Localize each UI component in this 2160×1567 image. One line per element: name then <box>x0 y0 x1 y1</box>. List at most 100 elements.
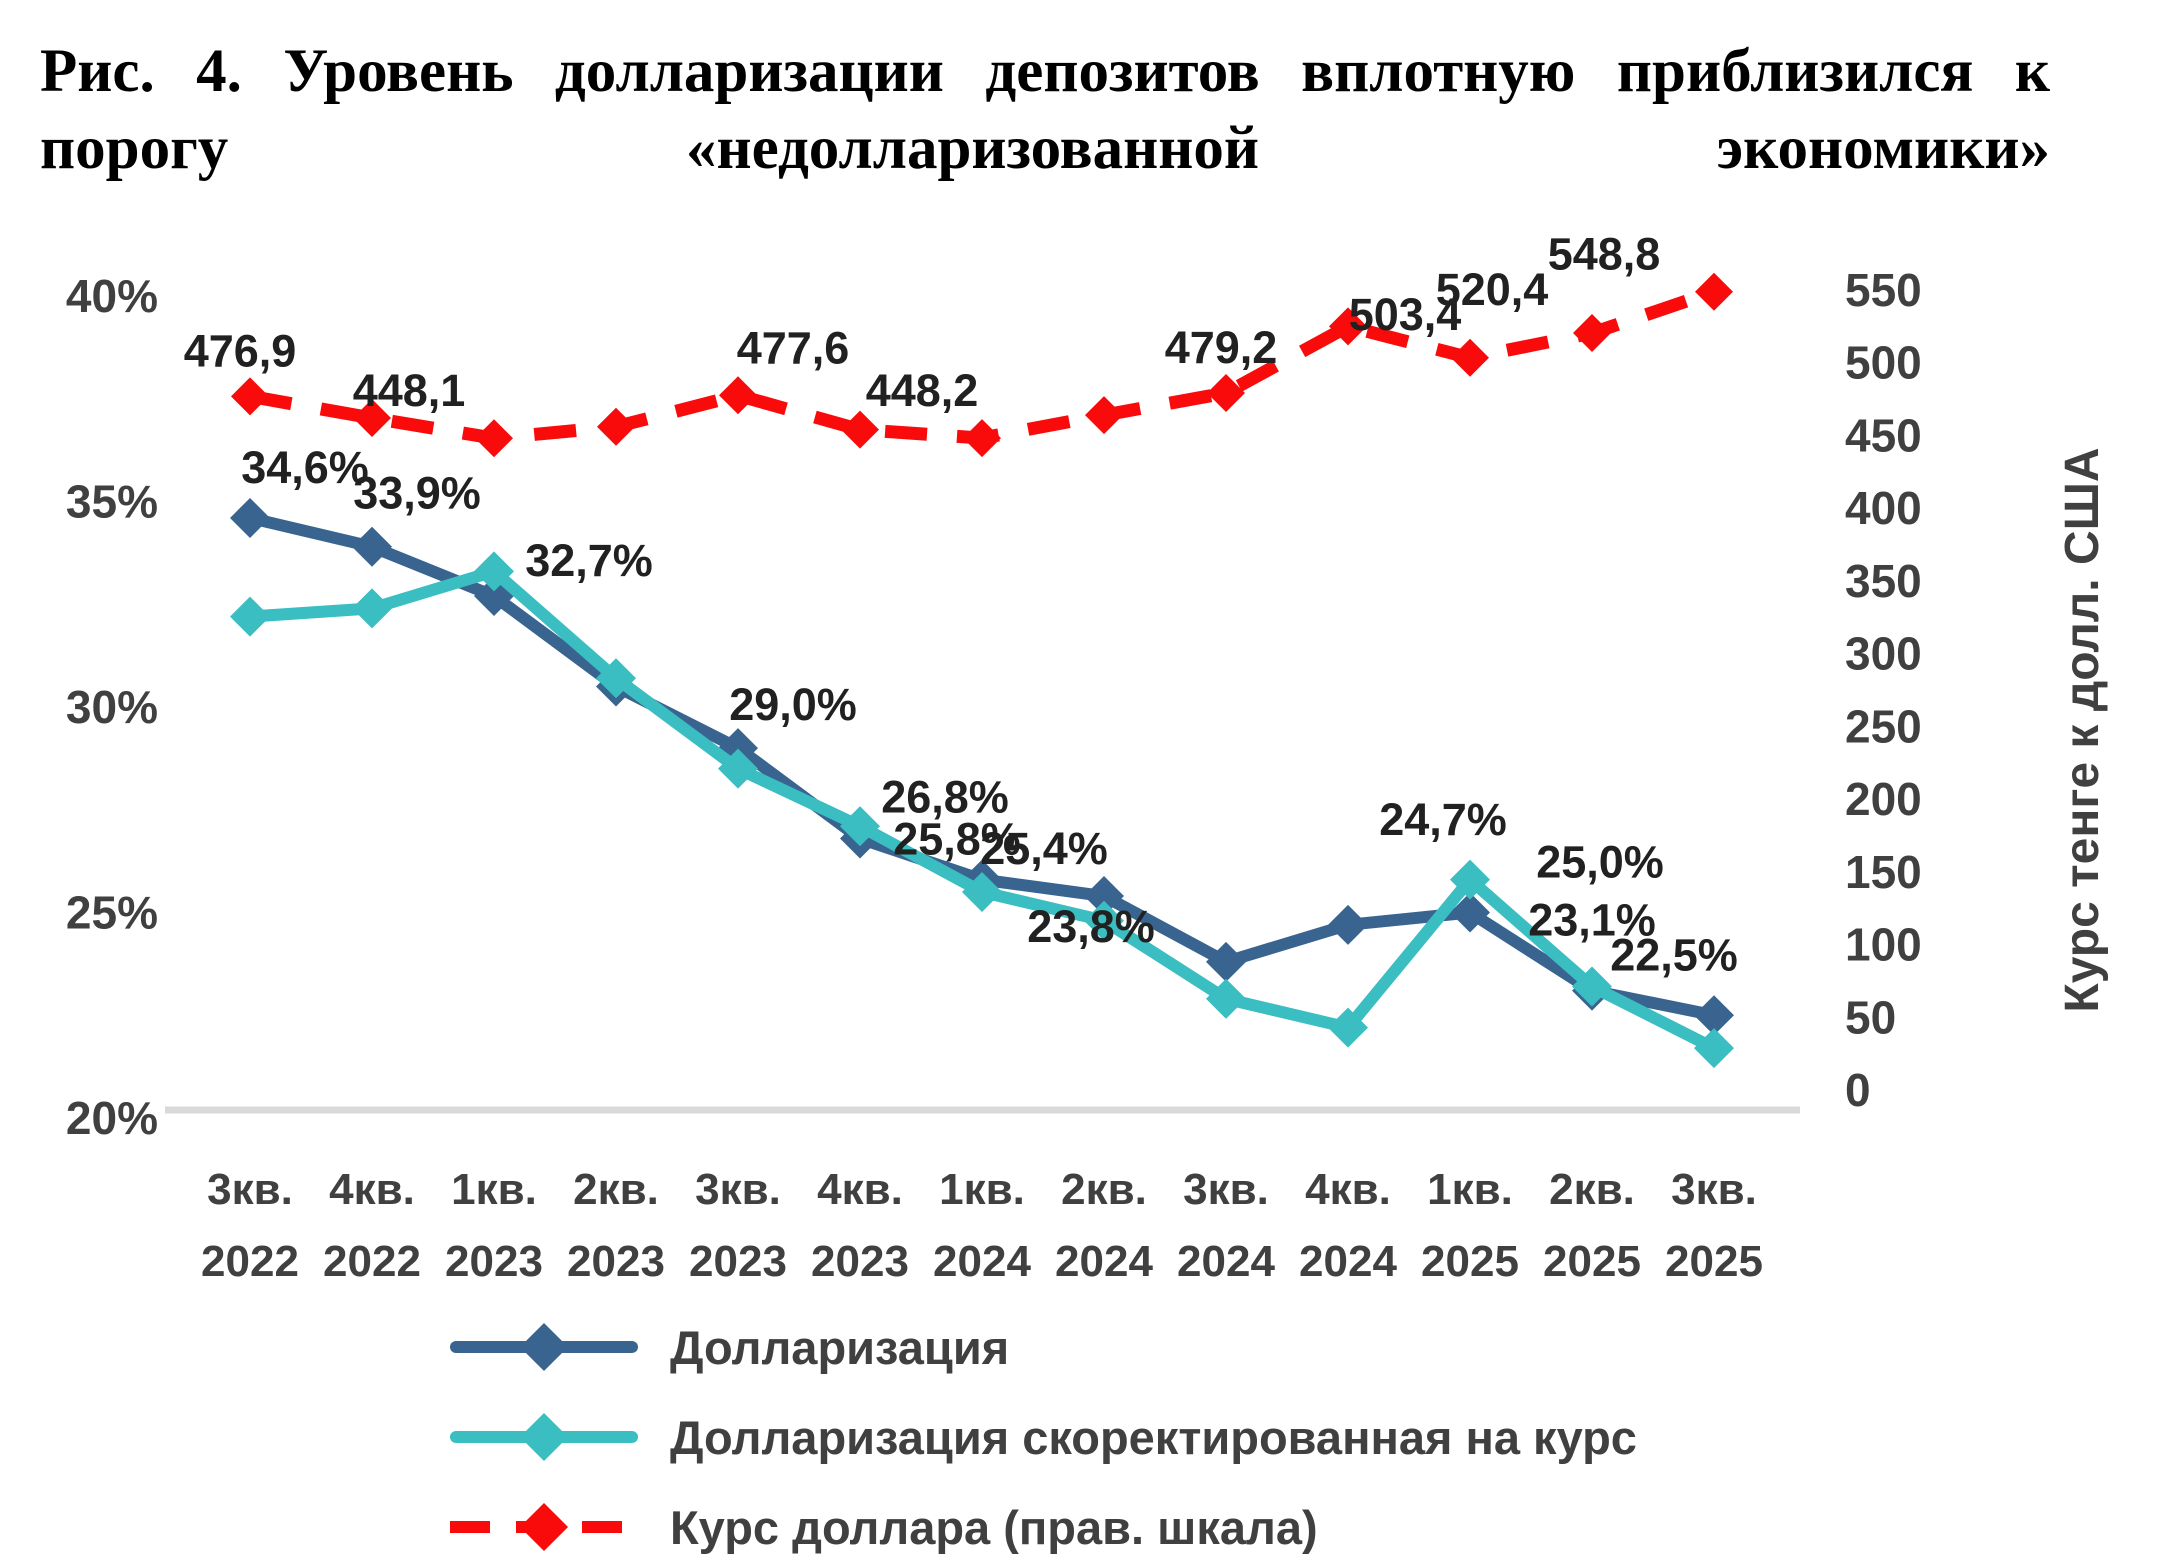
left-axis-tick: 30% <box>66 681 158 733</box>
legend-label-dollarization-adjusted: Долларизация скоректированная на курс <box>670 1410 1637 1464</box>
data-label: 22,5% <box>1610 929 1738 980</box>
right-axis-title: Курс тенге к долл. США <box>2056 447 2109 1012</box>
diamond-marker <box>353 399 391 437</box>
data-label: 23,8% <box>1027 901 1155 952</box>
diamond-marker <box>1084 900 1124 941</box>
x-axis-label-year: 2022 <box>201 1237 299 1286</box>
dollarization-adjusted-line-icon <box>450 1406 638 1468</box>
data-label: 503,4 <box>1349 289 1462 340</box>
data-label: 34,6% <box>241 442 369 493</box>
x-axis-label-quarter: 1кв. <box>939 1165 1025 1214</box>
data-label: 520,4 <box>1436 264 1549 315</box>
diamond-marker <box>962 871 1002 912</box>
data-label: 32,7% <box>525 535 653 586</box>
usd-rate-dashed-line-icon <box>450 1496 638 1558</box>
right-axis-tick: 550 <box>1845 264 1922 316</box>
x-axis-label-year: 2025 <box>1543 1237 1641 1286</box>
x-axis-label-quarter: 3кв. <box>1183 1165 1269 1214</box>
dollarization-line-icon <box>450 1316 638 1378</box>
data-label: 448,1 <box>353 365 466 416</box>
series-line-0 <box>248 512 1716 1022</box>
data-label: 25,0% <box>1536 837 1664 888</box>
legend-item-dollarization-adjusted: Долларизация скоректированная на курс <box>450 1406 1637 1468</box>
diamond-marker <box>1206 941 1246 982</box>
x-axis-label-quarter: 4кв. <box>1305 1165 1391 1214</box>
left-axis-tick: 35% <box>66 476 158 528</box>
diamond-marker <box>352 588 392 629</box>
diamond-marker <box>230 497 270 538</box>
x-axis-label-quarter: 1кв. <box>451 1165 537 1214</box>
data-label: 29,0% <box>729 679 857 730</box>
diamond-marker <box>718 748 758 789</box>
right-axis-tick: 450 <box>1845 409 1922 461</box>
data-label: 33,9% <box>353 468 481 519</box>
diamond-marker <box>1573 314 1611 353</box>
data-label: 25,8% <box>893 814 1021 865</box>
right-axis-tick: 150 <box>1845 846 1922 898</box>
diamond-marker <box>597 407 635 446</box>
diamond-marker <box>841 410 879 449</box>
x-axis-label-year: 2025 <box>1421 1237 1519 1286</box>
data-label: 448,2 <box>866 365 979 416</box>
diamond-marker <box>1329 307 1367 346</box>
diamond-marker <box>1694 1028 1734 1069</box>
x-axis-label-quarter: 4кв. <box>817 1165 903 1214</box>
x-axis-label-quarter: 1кв. <box>1427 1165 1513 1214</box>
x-axis-label-year: 2023 <box>445 1237 543 1286</box>
left-axis-tick: 25% <box>66 887 158 939</box>
x-axis-label-year: 2024 <box>1177 1237 1275 1286</box>
diamond-marker <box>840 806 880 847</box>
right-axis-tick: 400 <box>1845 482 1922 534</box>
legend-item-usd-rate: Курс доллара (прав. шкала) <box>450 1496 1637 1558</box>
diamond-marker <box>352 526 392 567</box>
x-axis-label-year: 2024 <box>933 1237 1031 1286</box>
legend-label-dollarization: Долларизация <box>670 1320 1010 1374</box>
left-axis-tick: 40% <box>66 270 158 322</box>
data-label: 23,1% <box>1528 895 1656 946</box>
x-axis-label-quarter: 4кв. <box>329 1165 415 1214</box>
diamond-marker <box>1206 978 1246 1019</box>
diamond-marker <box>1451 338 1489 377</box>
right-axis-tick: 500 <box>1845 337 1922 389</box>
data-label: 479,2 <box>1165 322 1278 373</box>
diamond-marker <box>475 419 513 458</box>
x-axis-label-year: 2025 <box>1665 1237 1763 1286</box>
x-axis-label-quarter: 2кв. <box>1549 1165 1635 1214</box>
right-axis-tick: 350 <box>1845 555 1922 607</box>
diamond-marker <box>1695 272 1733 311</box>
right-axis-tick: 100 <box>1845 919 1922 971</box>
diamond-marker <box>1450 859 1490 900</box>
diamond-marker <box>1328 1007 1368 1048</box>
left-axis-tick: 20% <box>66 1092 158 1144</box>
data-label: 26,8% <box>881 772 1009 823</box>
diamond-marker <box>719 376 757 415</box>
x-axis-label-year: 2022 <box>323 1237 421 1286</box>
x-axis-label-year: 2023 <box>811 1237 909 1286</box>
x-axis-label-quarter: 2кв. <box>1061 1165 1147 1214</box>
chart-legend: Долларизация Долларизация скоректированн… <box>450 1316 1637 1558</box>
diamond-marker <box>230 596 270 637</box>
data-label: 24,7% <box>1379 794 1507 845</box>
x-axis-label-year: 2024 <box>1299 1237 1397 1286</box>
x-axis-label-year: 2023 <box>567 1237 665 1286</box>
right-axis-tick: 0 <box>1845 1064 1871 1116</box>
diamond-marker <box>1450 892 1490 933</box>
diamond-marker <box>231 377 269 416</box>
diamond-marker <box>1328 904 1368 945</box>
right-axis-tick: 200 <box>1845 773 1922 825</box>
x-axis-label-year: 2024 <box>1055 1237 1153 1286</box>
diamond-marker <box>474 551 514 592</box>
diamond-marker <box>1084 876 1124 917</box>
x-axis-label-quarter: 3кв. <box>207 1165 293 1214</box>
diamond-marker <box>1085 396 1123 435</box>
legend-label-usd-rate: Курс доллара (прав. шкала) <box>670 1500 1318 1554</box>
data-label: 477,6 <box>737 322 850 373</box>
right-axis-tick: 300 <box>1845 628 1922 680</box>
diamond-marker <box>596 658 636 699</box>
x-axis-label-quarter: 2кв. <box>573 1165 659 1214</box>
legend-item-dollarization: Долларизация <box>450 1316 1637 1378</box>
right-axis-tick: 50 <box>1845 991 1896 1043</box>
x-axis-label-quarter: 3кв. <box>695 1165 781 1214</box>
